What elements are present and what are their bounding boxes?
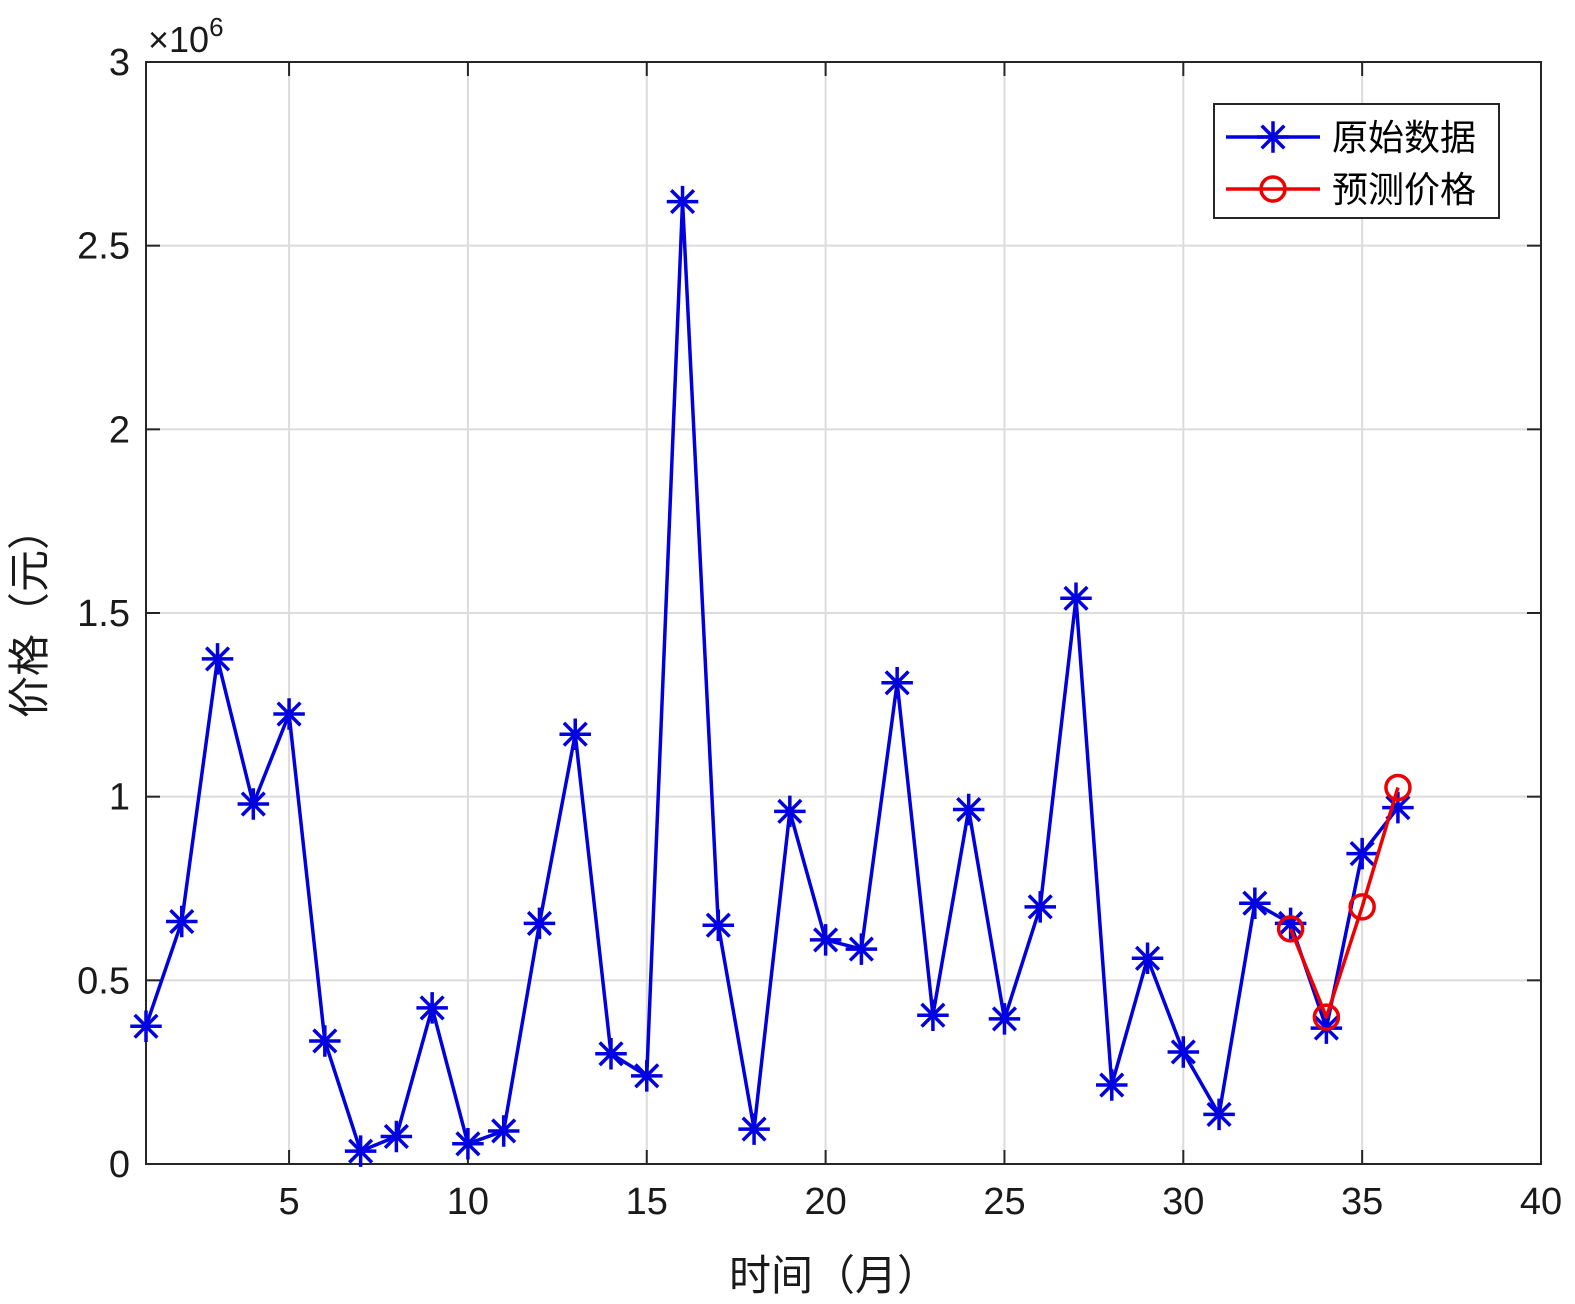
data-point-asterisk (952, 793, 985, 826)
data-point-asterisk (774, 795, 806, 828)
data-point-asterisk (1382, 791, 1414, 824)
data-point-asterisk (845, 933, 878, 965)
data-point-asterisk (1024, 891, 1056, 923)
data-point-asterisk (273, 698, 305, 730)
legend-entry-1: 原始数据 (1226, 118, 1476, 159)
legend-entry-2: 预测价格 (1226, 170, 1476, 211)
x-tick-label: 15 (626, 1181, 668, 1223)
data-point-circle (1384, 773, 1412, 802)
data-point-asterisk (988, 1003, 1021, 1035)
data-point-asterisk (631, 1060, 663, 1092)
legend-swatch-marker (1259, 175, 1287, 203)
data-point-asterisk (1274, 907, 1307, 940)
series-line (144, 199, 1400, 1153)
data-point-asterisk (917, 999, 949, 1031)
series-1 (130, 185, 1414, 1167)
legend-swatch-marker (1257, 121, 1289, 153)
y-axis-exponent-base: ×10 (148, 19, 209, 60)
data-point-asterisk (1239, 887, 1271, 919)
data-point-asterisk (595, 1038, 627, 1070)
legend-box (1213, 103, 1500, 219)
legend-label: 原始数据 (1332, 118, 1476, 159)
data-point-asterisk (1096, 1069, 1128, 1101)
data-point-circle (1348, 893, 1376, 921)
x-axis-label: 时间（月） (729, 1251, 939, 1300)
y-tick-label: 1 (109, 777, 130, 819)
y-tick-labels: 0 0.5 1 1.5 2 2.5 3 (77, 42, 130, 1186)
data-point-circle (1312, 1003, 1341, 1031)
data-point-asterisk (416, 992, 448, 1024)
y-axis-exponent-power: 6 (209, 12, 223, 42)
data-point-asterisk (1060, 582, 1092, 615)
legend-label: 预测价格 (1332, 170, 1476, 211)
data-point-asterisk (487, 1115, 520, 1147)
axis-ticks (146, 61, 1542, 1165)
data-point-asterisk (1167, 1036, 1200, 1068)
y-tick-label: 3 (109, 42, 130, 84)
y-tick-label: 2.5 (77, 226, 130, 268)
data-point-asterisk (1203, 1098, 1235, 1131)
data-point-asterisk (559, 718, 591, 750)
series-layer (130, 185, 1414, 1167)
y-tick-label: 0 (109, 1144, 130, 1186)
x-tick-label: 20 (804, 1181, 846, 1223)
data-point-asterisk (344, 1135, 377, 1167)
y-axis-exponent: ×106 (148, 12, 224, 60)
data-point-asterisk (881, 667, 913, 699)
x-tick-label: 35 (1341, 1181, 1383, 1223)
y-tick-label: 0.5 (77, 960, 130, 1002)
data-point-asterisk (809, 924, 842, 956)
data-point-asterisk (702, 909, 735, 941)
x-tick-label: 25 (983, 1181, 1025, 1223)
data-point-asterisk (380, 1120, 413, 1153)
data-point-asterisk (523, 907, 556, 940)
data-point-asterisk (1346, 837, 1378, 870)
y-axis-label: 价格（元） (5, 508, 54, 718)
y-tick-label: 2 (109, 409, 130, 451)
data-point-circle (1276, 915, 1305, 943)
y-tick-label: 1.5 (77, 593, 130, 635)
data-point-asterisk (738, 1113, 770, 1145)
data-point-asterisk (666, 185, 699, 218)
data-point-asterisk (201, 643, 234, 675)
series-line (1288, 786, 1400, 1019)
x-tick-label: 5 (279, 1181, 300, 1223)
grid-lines (146, 61, 1542, 1165)
data-point-asterisk (130, 1010, 162, 1042)
series-2 (1276, 773, 1412, 1031)
data-point-asterisk (237, 788, 270, 820)
data-point-asterisk (309, 1025, 341, 1057)
x-tick-label: 40 (1520, 1181, 1562, 1223)
data-point-asterisk (452, 1128, 484, 1160)
x-tick-label: 10 (447, 1181, 489, 1223)
x-tick-labels: 5 10 15 20 25 30 35 40 (279, 1181, 1563, 1223)
x-tick-label: 30 (1162, 1181, 1204, 1223)
data-point-asterisk (1131, 942, 1164, 975)
data-point-asterisk (166, 905, 198, 938)
